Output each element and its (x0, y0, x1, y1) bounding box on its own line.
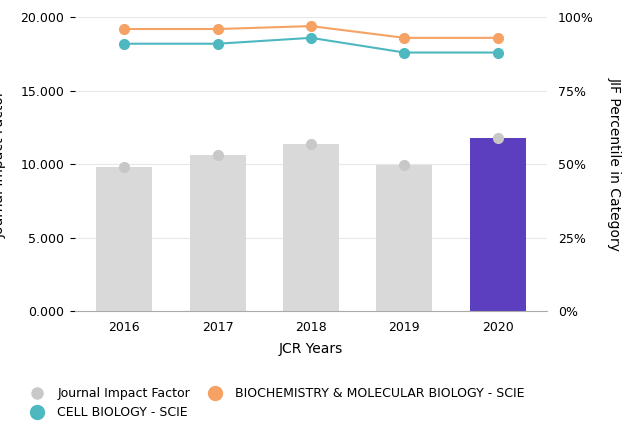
Legend: Journal Impact Factor, CELL BIOLOGY - SCIE, BIOCHEMISTRY & MOLECULAR BIOLOGY - S: Journal Impact Factor, CELL BIOLOGY - SC… (19, 381, 531, 426)
Bar (376, 165, 432, 311)
Bar (283, 143, 339, 311)
Y-axis label: JIF Percentile in Category: JIF Percentile in Category (608, 77, 621, 251)
Y-axis label: Journal Impact Factor: Journal Impact Factor (0, 90, 6, 238)
Bar (190, 156, 246, 311)
Bar (470, 139, 526, 311)
X-axis label: JCR Years: JCR Years (279, 342, 343, 356)
Bar (96, 167, 152, 311)
